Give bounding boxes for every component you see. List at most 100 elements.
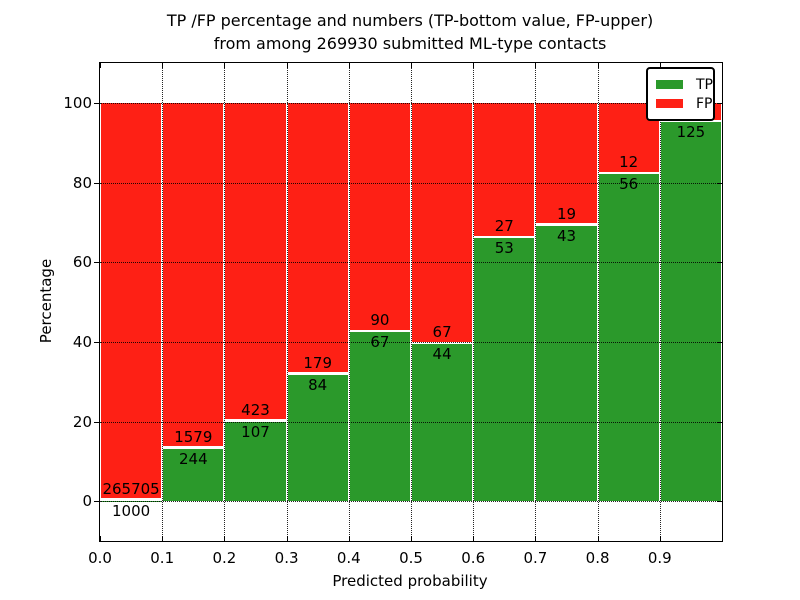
legend-label: FP — [696, 95, 713, 112]
y-tick-label: 100 — [63, 93, 92, 112]
horizontal-gridline — [100, 501, 722, 503]
tp-count-label: 53 — [494, 239, 514, 258]
chart-title-line1: TP /FP percentage and numbers (TP-bottom… — [166, 11, 654, 30]
bar-fp-segment — [225, 102, 286, 420]
x-tick-mark-top — [659, 63, 661, 68]
x-tick-mark-top — [162, 63, 164, 68]
legend-label: TP — [696, 76, 713, 93]
tp-count-label: 67 — [370, 333, 390, 352]
fp-count-label: 265705 — [102, 479, 160, 498]
x-tick-label: 0.7 — [523, 549, 548, 567]
y-tick-mark-right — [717, 182, 722, 184]
vertical-gridline — [659, 63, 661, 541]
vertical-gridline — [411, 63, 412, 541]
vertical-gridline — [473, 63, 475, 541]
y-tick-mark — [94, 341, 100, 343]
y-tick-label: 60 — [72, 253, 92, 272]
x-tick-label: 0.3 — [274, 549, 299, 567]
vertical-gridline — [597, 63, 599, 541]
tp-count-label: 244 — [178, 449, 208, 468]
y-tick-mark-right — [717, 262, 722, 264]
bar-tp-segment — [660, 122, 721, 502]
fp-count-label: 90 — [370, 311, 390, 330]
x-tick-mark — [535, 536, 537, 541]
y-tick-label: 80 — [72, 173, 92, 192]
y-tick-mark-right — [717, 421, 722, 423]
bar-fp-segment — [474, 102, 535, 236]
plot-area: TP FP 265705 1000 1579 244 423 107 179 84 90 67 67 4… — [63, 62, 723, 567]
bar-tp-segment — [536, 225, 597, 502]
x-tick-label: 0.4 — [336, 549, 361, 567]
x-tick-mark-top — [224, 63, 226, 68]
x-tick-mark-top — [286, 63, 288, 68]
bar-fp-segment — [287, 102, 348, 373]
y-tick-mark-right — [717, 102, 722, 104]
y-axis-label: Percentage — [37, 258, 55, 344]
x-tick-mark — [411, 536, 412, 541]
vertical-gridline — [535, 63, 537, 541]
fp-count-label: 27 — [494, 217, 514, 236]
x-axis-label: Predicted probability — [332, 572, 488, 590]
bar-fp-segment — [101, 102, 162, 499]
fp-count-label: 179 — [303, 353, 333, 372]
tp-count-label: 43 — [556, 226, 577, 245]
bar-tp-segment — [287, 374, 348, 502]
legend-item-fp: FP — [656, 94, 713, 113]
tp-count-label: 84 — [308, 375, 328, 394]
x-tick-label: 0.2 — [212, 549, 237, 567]
x-tick-mark-top — [535, 63, 537, 68]
x-tick-mark — [597, 536, 599, 541]
x-tick-label: 0.8 — [585, 549, 610, 567]
bar-fp-segment — [536, 102, 597, 224]
x-tick-mark — [348, 536, 350, 541]
y-tick-mark-right — [717, 501, 722, 503]
chart-title: TP /FP percentage and numbers (TP-bottom… — [99, 9, 721, 55]
x-tick-mark-top — [100, 63, 101, 68]
y-tick-mark-right — [717, 341, 722, 343]
legend: TP FP — [646, 67, 715, 121]
legend-item-tp: TP — [656, 75, 713, 94]
bar-tp-segment — [349, 332, 410, 502]
legend-swatch-fp — [656, 99, 683, 108]
fp-count-label: 12 — [619, 153, 639, 172]
y-tick-mark — [94, 501, 100, 503]
x-tick-mark — [100, 536, 101, 541]
vertical-gridline — [348, 63, 350, 541]
x-tick-mark — [224, 536, 226, 541]
fp-count-label: 19 — [556, 204, 577, 223]
vertical-gridline — [162, 63, 164, 541]
horizontal-gridline — [100, 421, 722, 423]
horizontal-gridline — [100, 102, 722, 104]
bar-fp-segment — [412, 102, 473, 342]
tp-count-label: 125 — [676, 123, 706, 142]
y-tick-mark — [94, 182, 100, 184]
x-tick-mark-top — [597, 63, 599, 68]
y-tick-label: 20 — [72, 412, 92, 431]
vertical-gridline — [286, 63, 288, 541]
x-tick-label: 0.1 — [150, 549, 175, 567]
bar-fp-segment — [349, 102, 410, 330]
y-tick-mark — [94, 421, 100, 423]
x-tick-mark-top — [722, 63, 723, 68]
x-tick-label: 0.0 — [88, 549, 112, 567]
chart-title-line2: from among 269930 submitted ML-type cont… — [213, 34, 607, 53]
y-tick-mark — [94, 102, 100, 104]
y-tick-label: 0 — [82, 492, 92, 511]
bar-tp-segment — [163, 448, 224, 502]
tp-count-label: 44 — [432, 345, 452, 364]
tp-count-label: 56 — [619, 175, 639, 194]
fp-count-label: 423 — [241, 400, 270, 419]
bar-fp-segment — [163, 102, 224, 447]
fp-count-label: 67 — [432, 323, 452, 342]
horizontal-gridline — [100, 262, 722, 264]
x-tick-mark — [659, 536, 661, 541]
vertical-gridline — [224, 63, 226, 541]
x-tick-mark-top — [411, 63, 412, 68]
tp-count-label: 1000 — [112, 501, 151, 520]
horizontal-gridline — [100, 182, 722, 184]
y-tick-mark — [94, 262, 100, 264]
bar-tp-segment — [598, 174, 659, 502]
x-tick-mark — [473, 536, 475, 541]
horizontal-gridline — [100, 341, 722, 343]
